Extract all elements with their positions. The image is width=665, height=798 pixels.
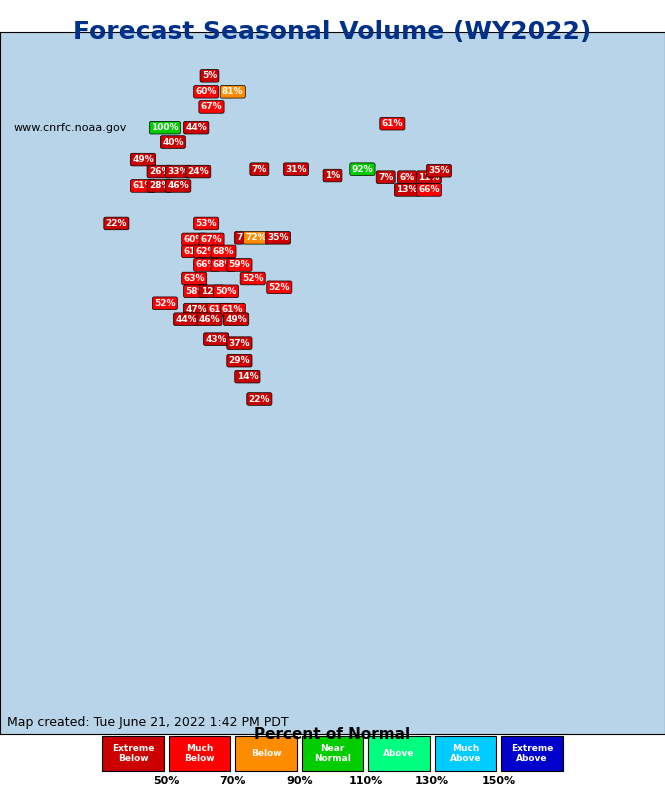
Text: Much
Below: Much Below <box>184 744 215 763</box>
Text: 59%: 59% <box>229 260 250 270</box>
Text: Extreme
Above: Extreme Above <box>511 744 553 763</box>
Text: 150%: 150% <box>481 776 516 786</box>
FancyBboxPatch shape <box>435 736 496 771</box>
Text: 90%: 90% <box>286 776 313 786</box>
Text: 66%: 66% <box>418 185 440 195</box>
Text: 33%: 33% <box>168 167 189 176</box>
Text: Percent of Normal: Percent of Normal <box>255 728 410 742</box>
Text: 28%: 28% <box>149 181 170 191</box>
Text: 52%: 52% <box>154 298 176 308</box>
FancyBboxPatch shape <box>302 736 363 771</box>
Text: 37%: 37% <box>229 338 250 348</box>
Text: 24%: 24% <box>188 167 209 176</box>
FancyBboxPatch shape <box>102 736 164 771</box>
Text: 22%: 22% <box>106 219 127 228</box>
Text: 22%: 22% <box>249 394 270 404</box>
Text: 130%: 130% <box>415 776 450 786</box>
Text: 29%: 29% <box>229 356 250 365</box>
Text: 70%: 70% <box>219 776 246 786</box>
Text: 14%: 14% <box>237 372 258 381</box>
Text: 7: 7 <box>236 233 243 243</box>
Text: 110%: 110% <box>348 776 383 786</box>
Text: 68%: 68% <box>213 247 234 256</box>
Text: 31%: 31% <box>285 164 307 174</box>
Text: 13%: 13% <box>396 185 418 195</box>
Text: 6%: 6% <box>400 172 414 182</box>
Text: 50%: 50% <box>153 776 180 786</box>
Text: 46%: 46% <box>199 314 220 324</box>
Text: 61%: 61% <box>184 247 205 256</box>
Text: 100%: 100% <box>151 123 179 132</box>
Text: 61%: 61% <box>382 119 403 128</box>
FancyBboxPatch shape <box>169 736 230 771</box>
FancyBboxPatch shape <box>235 736 297 771</box>
Text: 68%: 68% <box>213 260 234 270</box>
Text: 66%: 66% <box>196 260 217 270</box>
Text: 92%: 92% <box>352 164 373 174</box>
Text: 5%: 5% <box>202 71 217 81</box>
Text: 12%: 12% <box>201 286 222 296</box>
Text: 43%: 43% <box>205 334 227 344</box>
Text: 52%: 52% <box>269 282 290 292</box>
Text: 53%: 53% <box>196 219 217 228</box>
Text: 35%: 35% <box>428 166 450 176</box>
Text: 44%: 44% <box>176 314 197 324</box>
Text: 61%: 61% <box>132 181 154 191</box>
Text: 35%: 35% <box>267 233 289 243</box>
Text: 52%: 52% <box>242 274 263 283</box>
Text: 61%: 61% <box>222 305 243 314</box>
Text: 46%: 46% <box>168 181 189 191</box>
Text: 62%: 62% <box>196 247 217 256</box>
Text: 1%: 1% <box>325 171 340 180</box>
Text: 44%: 44% <box>186 123 207 132</box>
Text: 58%: 58% <box>186 286 207 296</box>
FancyBboxPatch shape <box>501 736 563 771</box>
Text: 63%: 63% <box>184 274 205 283</box>
Text: 50%: 50% <box>215 286 237 296</box>
Text: 7%: 7% <box>378 172 394 182</box>
Text: 81%: 81% <box>222 87 243 97</box>
Text: Near
Normal: Near Normal <box>314 744 351 763</box>
Text: 72%: 72% <box>245 233 267 243</box>
Text: 26%: 26% <box>149 167 170 176</box>
Text: 11%: 11% <box>418 172 440 182</box>
FancyBboxPatch shape <box>368 736 430 771</box>
Text: 47%: 47% <box>186 305 207 314</box>
Text: 67%: 67% <box>201 235 222 244</box>
Text: www.cnrfc.noaa.gov: www.cnrfc.noaa.gov <box>13 123 126 132</box>
Text: Below: Below <box>251 749 281 758</box>
Text: Extreme
Below: Extreme Below <box>112 744 154 763</box>
Text: Map created: Tue June 21, 2022 1:42 PM PDT: Map created: Tue June 21, 2022 1:42 PM P… <box>7 716 288 729</box>
Text: 40%: 40% <box>162 137 184 147</box>
Text: 60%: 60% <box>184 235 205 244</box>
Text: 67%: 67% <box>201 102 222 112</box>
Text: Much
Above: Much Above <box>450 744 481 763</box>
Text: 49%: 49% <box>225 314 247 324</box>
Text: Forecast Seasonal Volume (WY2022): Forecast Seasonal Volume (WY2022) <box>73 20 592 44</box>
Text: 61%: 61% <box>209 305 230 314</box>
Text: 49%: 49% <box>132 155 154 164</box>
Text: 60%: 60% <box>196 87 217 97</box>
Text: Above: Above <box>383 749 415 758</box>
Text: 7%: 7% <box>251 164 267 174</box>
